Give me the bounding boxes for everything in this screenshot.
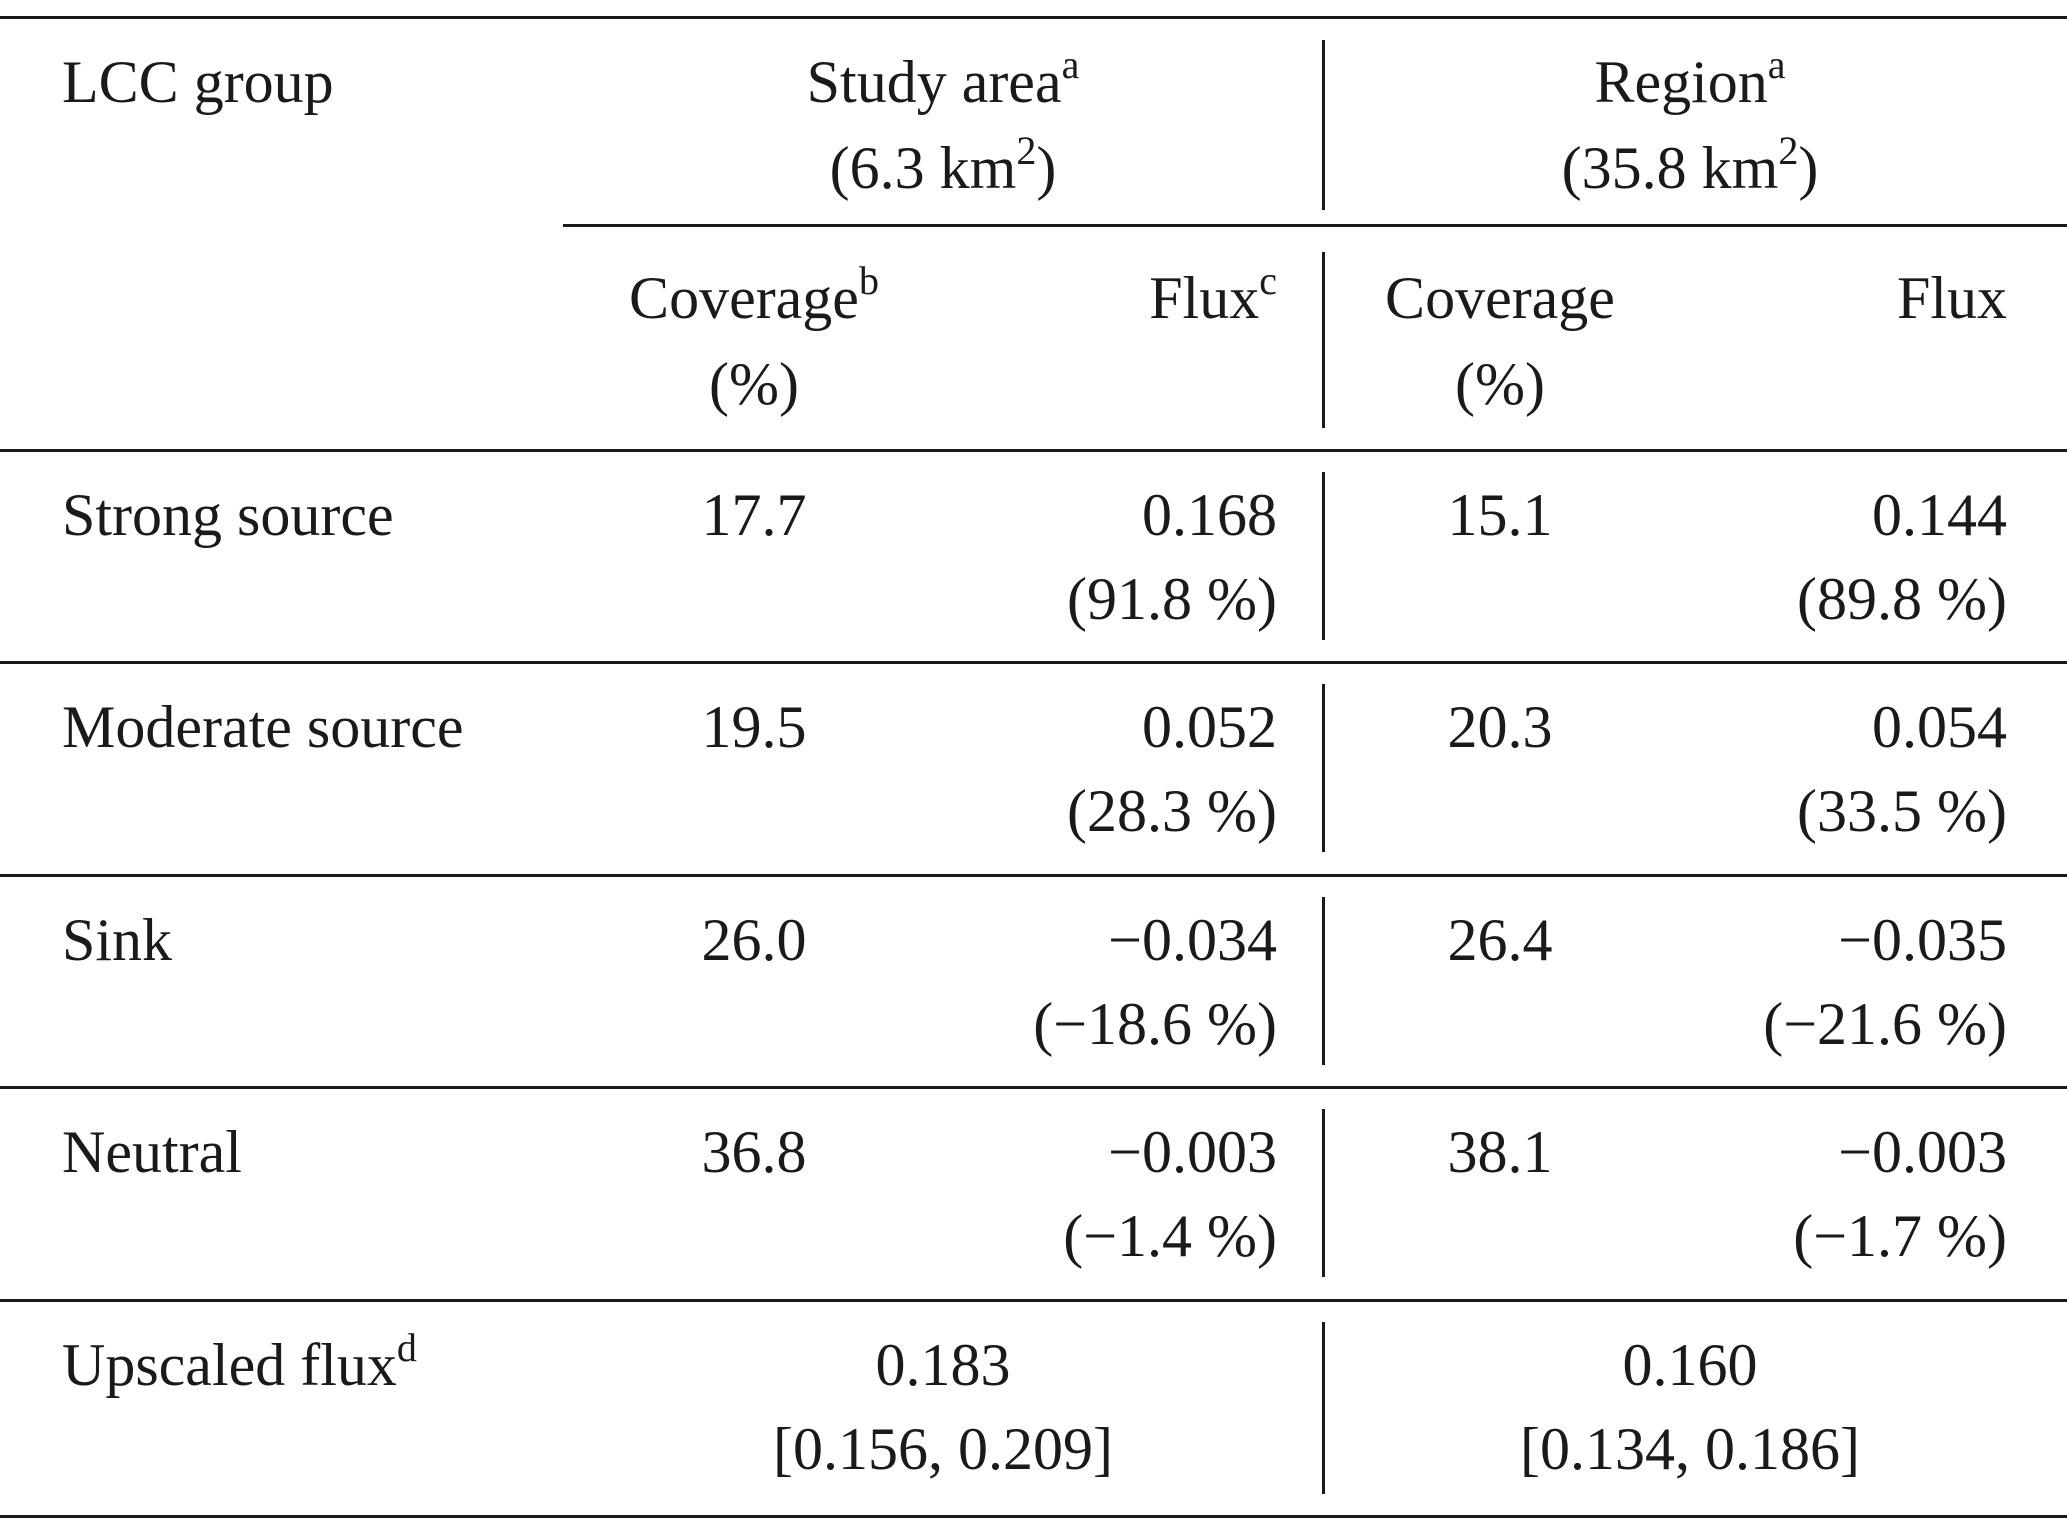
column-separator [1322, 684, 1325, 852]
study-flux-cell: 0.052 [1142, 694, 1277, 760]
study-coverage-cell: 19.5 [701, 694, 807, 760]
study-flux-percent: (−1.4 %) [1063, 1203, 1277, 1269]
footer-rule [0, 1299, 2067, 1302]
region-flux-cell: 0.144 [1872, 482, 2007, 548]
region-coverage-cell: 38.1 [1447, 1119, 1553, 1185]
top-rule [0, 16, 2067, 19]
row-group-label: Strong source [62, 482, 394, 548]
region-flux-cell: −0.003 [1838, 1119, 2007, 1185]
region-flux-cell: −0.035 [1838, 907, 2007, 973]
column-separator [1322, 1322, 1325, 1494]
row-group-label: Sink [62, 907, 173, 973]
study-upscaled-flux: 0.183 [875, 1332, 1011, 1398]
row-group-label: Moderate source [62, 694, 464, 760]
study-upscaled-range: [0.156, 0.209] [773, 1416, 1113, 1482]
region-upscaled-flux: 0.160 [1622, 1332, 1758, 1398]
row-divider [0, 1086, 2067, 1089]
bottom-rule [0, 1515, 2067, 1518]
header-group-label: LCC group [62, 49, 334, 115]
row-group-label: Neutral [62, 1119, 242, 1185]
region-flux-percent: (33.5 %) [1797, 778, 2007, 844]
header-flux: Fluxc [1149, 258, 1277, 331]
region-flux-cell: 0.054 [1872, 694, 2007, 760]
row-divider [0, 661, 2067, 664]
study-flux-cell: 0.168 [1142, 482, 1277, 548]
header-bottom-rule [0, 449, 2067, 452]
header-study-area: Study areaa [806, 42, 1080, 115]
region-upscaled-range: [0.134, 0.186] [1520, 1416, 1860, 1482]
study-coverage-cell: 26.0 [701, 907, 807, 973]
upscaled-flux-label: Upscaled fluxd [62, 1325, 417, 1398]
header-coverage: Coverageb [629, 258, 879, 331]
region-flux-percent: (89.8 %) [1797, 566, 2007, 632]
header-region: Regiona [1594, 42, 1786, 115]
column-separator [1322, 40, 1325, 210]
header-region-coverage: Coverage [1385, 265, 1615, 331]
column-separator [1322, 1109, 1325, 1277]
header-region-size: (35.8 km2) [1561, 128, 1819, 201]
region-coverage-cell: 15.1 [1447, 482, 1553, 548]
row-divider [0, 874, 2067, 877]
region-flux-percent: (−21.6 %) [1763, 991, 2007, 1057]
header-coverage-unit: (%) [709, 351, 799, 417]
column-separator [1322, 472, 1325, 640]
region-flux-percent: (−1.7 %) [1793, 1203, 2007, 1269]
header-region-flux: Flux [1896, 265, 2007, 331]
study-coverage-cell: 36.8 [701, 1119, 807, 1185]
study-flux-percent: (91.8 %) [1067, 566, 1277, 632]
column-separator [1322, 897, 1325, 1065]
header-study-area-size: (6.3 km2) [829, 128, 1057, 201]
region-coverage-cell: 20.3 [1447, 694, 1553, 760]
study-coverage-cell: 17.7 [701, 482, 807, 548]
study-flux-cell: −0.034 [1108, 907, 1277, 973]
study-flux-cell: −0.003 [1108, 1119, 1277, 1185]
column-separator [1322, 252, 1325, 428]
study-flux-percent: (28.3 %) [1067, 778, 1277, 844]
header-region-coverage-unit: (%) [1455, 351, 1545, 417]
region-coverage-cell: 26.4 [1447, 907, 1553, 973]
study-flux-percent: (−18.6 %) [1033, 991, 1277, 1057]
header-group-rule [563, 224, 2067, 227]
